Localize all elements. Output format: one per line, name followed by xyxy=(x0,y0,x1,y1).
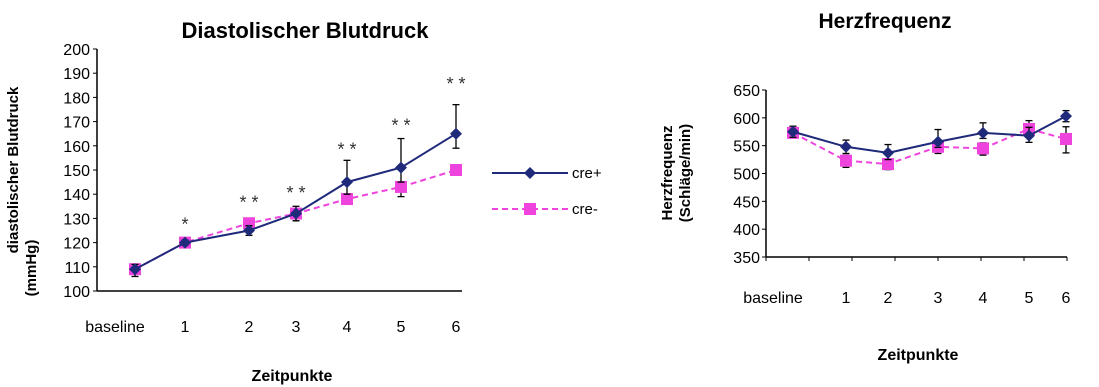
c2-point-cre-plus xyxy=(787,125,799,138)
chart2-title: Herzfrequenz xyxy=(818,10,951,33)
c1-point-cre-plus xyxy=(341,176,353,189)
c2-x-tick-label: 2 xyxy=(884,290,893,307)
c2-y-tick-label: 550 xyxy=(733,139,760,156)
c1-y-tick-label: 110 xyxy=(64,260,90,277)
c1-ylabel-line1: diastolischer Blutdruck xyxy=(5,86,22,253)
c2-y-tick-label: 400 xyxy=(733,222,760,239)
c2-point-cre-plus xyxy=(932,135,944,148)
c2-point-cre-plus xyxy=(1023,129,1035,142)
c1-point-cre-plus xyxy=(243,224,255,237)
c1-point-cre-plus xyxy=(179,236,191,249)
c2-point-cre-plus xyxy=(1060,110,1072,123)
c2-ylabel-line2: (Schläge/min) xyxy=(677,124,694,222)
c1-significance-mark: * * xyxy=(239,193,258,213)
c2-point-cre-minus xyxy=(882,158,894,171)
c1-y-tick-label: 150 xyxy=(63,163,90,180)
chart-diastolic: Diastolischer Blutdruck diastolischer Bl… xyxy=(5,18,466,385)
c2-y-tick-label: 650 xyxy=(733,83,760,100)
c1-x-tick-label: 5 xyxy=(397,319,406,336)
legend-label-cre-plus: cre+ xyxy=(572,165,602,182)
c1-y-tick-label: 170 xyxy=(63,115,90,132)
chart1-annotations: * * * * * * * * * * * xyxy=(181,74,465,234)
c1-point-cre-plus xyxy=(129,263,141,276)
c1-y-tick-label: 120 xyxy=(63,236,90,253)
c1-point-cre-minus xyxy=(341,193,353,206)
chart2-series xyxy=(787,109,1072,171)
c2-point-cre-minus xyxy=(977,142,989,155)
chart2-xlabel: Zeitpunkte xyxy=(878,347,959,364)
c1-y-tick-label: 160 xyxy=(63,139,90,156)
chart-heart-rate: Herzfrequenz Herzfrequenz (Schläge/min) 3… xyxy=(659,10,1072,364)
c1-ylabel-line2: (mmHg) xyxy=(23,240,40,297)
legend-marker-cre-minus xyxy=(524,203,536,215)
c2-point-cre-minus xyxy=(1060,132,1072,145)
c1-point-cre-plus xyxy=(450,127,462,140)
c1-x-tick-label: 1 xyxy=(181,319,190,336)
c1-x-tick-label: baseline xyxy=(85,319,145,336)
chart1-y-tick-labels: 100 110 120 130 140 150 160 170 180 190 200 xyxy=(63,42,90,301)
c1-point-cre-minus xyxy=(450,164,462,176)
c1-y-tick-label: 140 xyxy=(63,187,90,204)
chart1-series xyxy=(129,104,462,278)
c1-significance-mark: * * xyxy=(391,115,410,135)
c2-point-cre-minus xyxy=(840,154,852,167)
c1-x-tick-label: 2 xyxy=(245,319,254,336)
c2-x-tick-label: 5 xyxy=(1025,290,1034,307)
chart2-y-tick-labels: 350 400 450 500 550 600 650 xyxy=(733,83,760,267)
c2-ylabel-line1: Herzfrequenz xyxy=(659,125,676,220)
legend-label-cre-minus: cre- xyxy=(572,201,598,218)
c1-significance-mark: * * xyxy=(286,183,305,203)
c1-significance-mark: * xyxy=(181,215,188,235)
c1-x-tick-label: 4 xyxy=(343,319,352,336)
c2-x-tick-label: 6 xyxy=(1062,290,1071,307)
c1-significance-mark: * * xyxy=(446,74,465,94)
c1-y-tick-label: 190 xyxy=(63,66,90,83)
legend: cre+ cre- xyxy=(492,165,602,218)
chart1-ylabel: diastolischer Blutdruck(mmHg) xyxy=(5,86,40,296)
chart1-axes xyxy=(93,48,462,292)
chart2-x-tick-labels: baseline 1 2 3 4 5 6 xyxy=(743,290,1070,307)
c1-y-tick-label: 100 xyxy=(63,284,90,301)
c1-x-tick-label: 3 xyxy=(292,319,301,336)
c2-y-tick-label: 600 xyxy=(733,111,760,128)
c2-point-cre-plus xyxy=(977,126,989,139)
c2-x-tick-label: 1 xyxy=(842,290,851,307)
chart1-xlabel: Zeitpunkte xyxy=(252,368,333,385)
c1-point-cre-minus xyxy=(395,180,407,193)
chart1-x-tick-labels: baseline 1 2 3 4 5 6 xyxy=(85,319,460,336)
c2-y-tick-label: 450 xyxy=(733,194,760,211)
chart2-ylabel: Herzfrequenz (Schläge/min) xyxy=(659,124,694,222)
c2-y-tick-label: 500 xyxy=(733,167,760,184)
c2-x-tick-label: 4 xyxy=(979,290,988,307)
chart1-title: Diastolischer Blutdruck xyxy=(182,18,430,43)
c2-point-cre-plus xyxy=(840,140,852,153)
c1-y-tick-label: 180 xyxy=(63,90,90,107)
c1-point-cre-plus xyxy=(290,207,302,220)
c1-point-cre-plus xyxy=(395,161,407,174)
chart2-axes xyxy=(762,89,1068,261)
c1-y-tick-label: 130 xyxy=(63,211,90,228)
c2-y-tick-label: 350 xyxy=(733,250,760,267)
c2-x-tick-label: 3 xyxy=(934,290,943,307)
c1-significance-mark: * * xyxy=(337,139,356,159)
c1-x-tick-label: 6 xyxy=(452,319,461,336)
c1-y-tick-label: 200 xyxy=(63,42,90,59)
c2-point-cre-plus xyxy=(882,146,894,159)
legend-marker-cre-plus xyxy=(524,167,536,179)
c2-x-tick-label: baseline xyxy=(743,290,803,307)
